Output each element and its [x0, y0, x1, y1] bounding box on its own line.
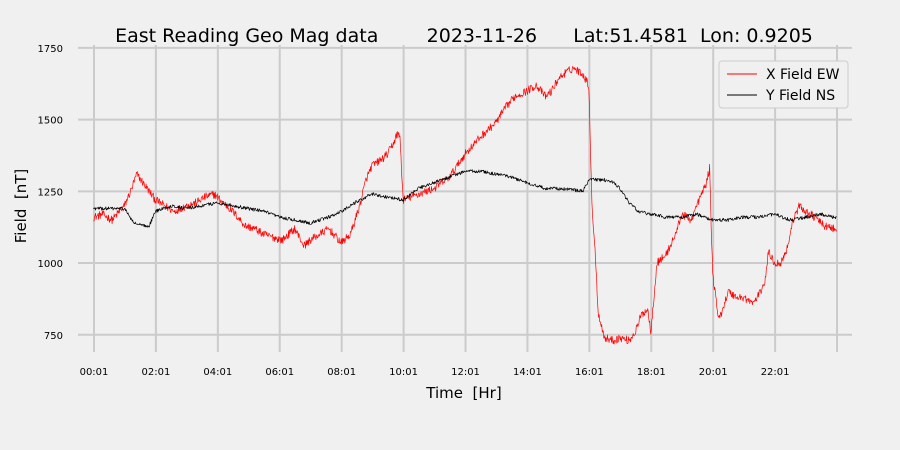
- series-lines: [93, 65, 837, 345]
- x-tick-label: 04:01: [203, 367, 232, 378]
- x-axis-label: Time [Hr]: [425, 384, 501, 402]
- x-tick-label: 22:01: [761, 367, 790, 378]
- y-axis-label: Field [nT]: [12, 169, 30, 244]
- series-line-y-field-ns: [93, 169, 837, 228]
- x-tick-label: 10:01: [389, 367, 418, 378]
- x-tick-label: 14:01: [513, 367, 542, 378]
- x-tick-labels: 00:01 02:01 04:01 06:01 08:01 10:01 12:01 14:01…: [80, 367, 790, 378]
- legend-box: [718, 60, 849, 109]
- y-tick-labels: 750 1000 1250 1500 1750: [38, 44, 63, 342]
- y-tick-label: 1500: [38, 116, 63, 127]
- x-tick-label: 06:01: [265, 367, 294, 378]
- legend-label-x-field: X Field EW: [766, 67, 840, 83]
- x-tick-label: 12:01: [451, 367, 480, 378]
- y-tick-label: 1250: [38, 187, 63, 198]
- series-line-x-field-ew: [93, 65, 837, 345]
- y-tick-label: 1000: [38, 259, 63, 270]
- x-tick-label: 08:01: [327, 367, 356, 378]
- legend: X Field EW Y Field NS: [718, 60, 849, 109]
- x-tick-label: 02:01: [142, 367, 171, 378]
- x-tick-label: 16:01: [575, 367, 604, 378]
- y-tick-label: 1750: [38, 44, 63, 55]
- x-tick-label: 20:01: [699, 367, 728, 378]
- x-tick-label: 00:01: [80, 367, 109, 378]
- legend-label-y-field: Y Field NS: [765, 88, 835, 104]
- x-tick-label: 18:01: [637, 367, 666, 378]
- chart-title: East Reading Geo Mag data 2023-11-26 Lat…: [115, 25, 813, 47]
- y-tick-label: 750: [44, 331, 63, 342]
